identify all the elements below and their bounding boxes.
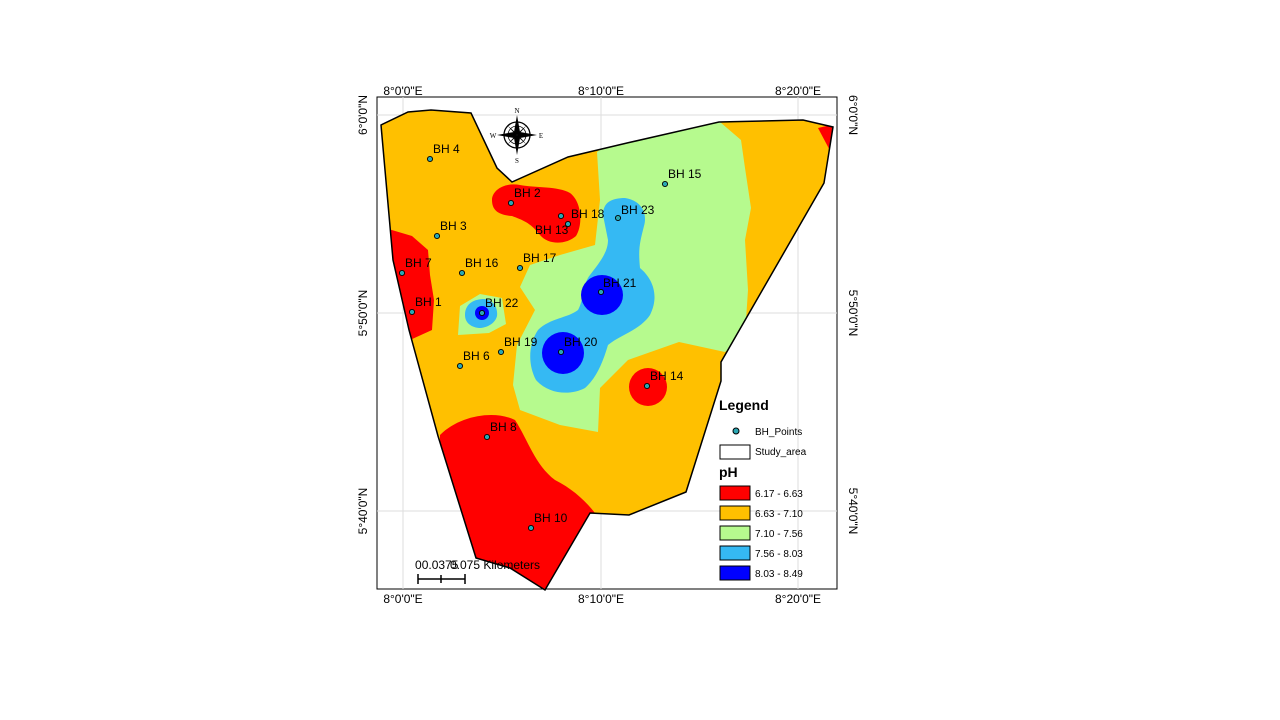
tick-left-6-0: 6°0'0"N (356, 95, 370, 135)
borehole-point-bh19 (497, 348, 505, 356)
scale-bar-label-mid: 0.0375 (422, 558, 459, 572)
borehole-point-bh18 (557, 212, 565, 220)
tick-top-8-0: 8°0'0"E (383, 84, 422, 98)
compass-e: E (539, 132, 543, 140)
legend-range-3: 7.10 - 7.56 (755, 529, 803, 540)
borehole-label-bh3: BH 3 (440, 219, 467, 233)
borehole-label-bh16: BH 16 (465, 256, 499, 270)
legend-study-area-label: Study_area (755, 447, 807, 458)
legend-range-5: 8.03 - 8.49 (755, 569, 803, 580)
borehole-label-bh21: BH 21 (603, 276, 637, 290)
legend-swatch-5 (719, 565, 751, 581)
legend-swatch-4 (719, 545, 751, 561)
legend-bh-points-label: BH_Points (755, 427, 802, 438)
borehole-label-bh20: BH 20 (564, 335, 598, 349)
borehole-label-bh2: BH 2 (514, 186, 541, 200)
borehole-label-bh14: BH 14 (650, 369, 684, 383)
legend-swatch-3 (719, 525, 751, 541)
legend-bh-point-symbol (732, 427, 740, 435)
borehole-point-bh22 (478, 309, 486, 317)
legend-range-4: 7.56 - 8.03 (755, 549, 803, 560)
axis-left: 6°0'0"N 5°50'0"N 5°40'0"N (356, 95, 370, 534)
borehole-label-bh17: BH 17 (523, 251, 557, 265)
borehole-label-bh18: BH 18 (571, 207, 605, 221)
tick-bottom-8-0: 8°0'0"E (383, 592, 422, 606)
axis-bottom: 8°0'0"E 8°10'0"E 8°20'0"E (383, 592, 821, 606)
ph-zone-7.56-8.03 (465, 198, 655, 393)
borehole-point-bh6 (456, 362, 464, 370)
scale-bar: 00.03750.075 Kilometers (415, 558, 540, 584)
legend-ph-classes: 6.17 - 6.63 6.63 - 7.10 7.10 - 7.56 7.56 - … (719, 485, 803, 581)
legend-range-1: 6.17 - 6.63 (755, 489, 803, 500)
tick-top-8-20: 8°20'0"E (775, 84, 821, 98)
borehole-point-bh7 (398, 269, 406, 277)
borehole-label-bh4: BH 4 (433, 142, 460, 156)
borehole-point-bh4 (426, 155, 434, 163)
scale-bar-label: 00.03750.075 Kilometers (415, 558, 540, 572)
ph-zone-6.17-6.63-south (440, 415, 600, 590)
borehole-label-bh22: BH 22 (485, 296, 519, 310)
borehole-label-bh10: BH 10 (534, 511, 568, 525)
borehole-point-bh13 (564, 220, 572, 228)
borehole-point-bh21 (597, 288, 605, 296)
legend: Legend BH_Points Study_area pH 6.17 - 6.… (719, 397, 807, 581)
legend-ph-title: pH (719, 464, 738, 480)
tick-bottom-8-10: 8°10'0"E (578, 592, 624, 606)
ph-zone-6.17-6.63-north (492, 184, 581, 243)
tick-bottom-8-20: 8°20'0"E (775, 592, 821, 606)
legend-swatch-2 (719, 505, 751, 521)
borehole-point-bh20 (557, 348, 565, 356)
borehole-point-bh14 (643, 382, 651, 390)
axis-top: 8°0'0"E 8°10'0"E 8°20'0"E (383, 84, 821, 98)
compass-rose-icon: N S E W (490, 107, 543, 165)
legend-title: Legend (719, 397, 769, 413)
axis-right: 6°0'0"N 5°50'0"N 5°40'0"N (846, 95, 860, 534)
legend-swatch-1 (719, 485, 751, 501)
legend-range-2: 6.63 - 7.10 (755, 509, 803, 520)
legend-study-area-symbol (719, 444, 751, 460)
borehole-label-bh1: BH 1 (415, 295, 442, 309)
borehole-label-bh8: BH 8 (490, 420, 517, 434)
tick-right-5-40: 5°40'0"N (846, 488, 860, 535)
compass-n: N (514, 107, 519, 115)
borehole-point-bh15 (661, 180, 669, 188)
borehole-point-bh8 (483, 433, 491, 441)
borehole-point-bh23 (614, 214, 622, 222)
tick-left-5-40: 5°40'0"N (356, 488, 370, 535)
borehole-point-bh2 (507, 199, 515, 207)
compass-s: S (515, 157, 519, 165)
borehole-point-bh1 (408, 308, 416, 316)
borehole-point-bh10 (527, 524, 535, 532)
borehole-label-bh6: BH 6 (463, 349, 490, 363)
borehole-label-bh13: BH 13 (535, 223, 569, 237)
borehole-label-bh7: BH 7 (405, 256, 432, 270)
tick-right-6-0: 6°0'0"N (846, 95, 860, 135)
compass-w: W (490, 132, 497, 140)
scale-bar-label-0: 0 (415, 558, 422, 572)
tick-left-5-50: 5°50'0"N (356, 290, 370, 337)
scale-bar-label-end: 0.075 Kilometers (450, 558, 540, 572)
borehole-label-bh23: BH 23 (621, 203, 655, 217)
tick-top-8-10: 8°10'0"E (578, 84, 624, 98)
borehole-point-bh16 (458, 269, 466, 277)
study-area-boundary (380, 109, 834, 592)
borehole-label-bh15: BH 15 (668, 167, 702, 181)
borehole-label-bh19: BH 19 (504, 335, 538, 349)
borehole-point-bh3 (433, 232, 441, 240)
borehole-point-bh17 (516, 264, 524, 272)
tick-right-5-50: 5°50'0"N (846, 290, 860, 337)
ph-zone-8.03-8.49-bh21 (581, 275, 623, 315)
